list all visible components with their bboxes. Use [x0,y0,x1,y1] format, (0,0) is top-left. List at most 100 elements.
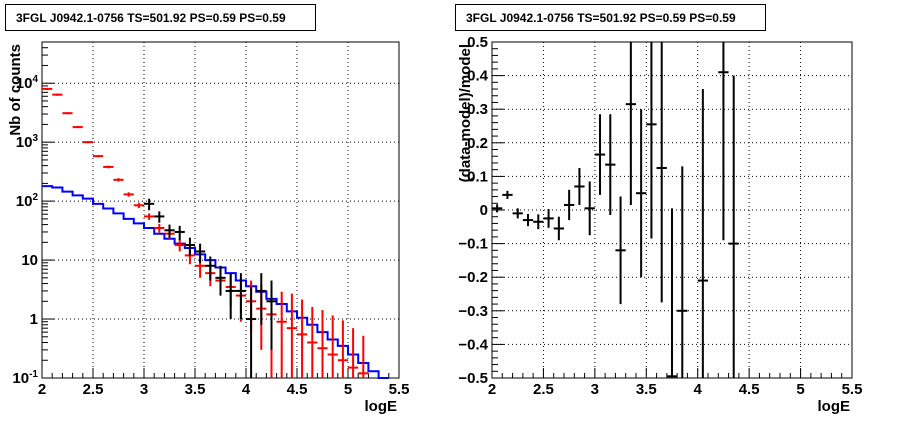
model-point [62,112,73,115]
model-point [42,87,53,91]
data-point [225,273,236,320]
model-point [52,93,63,96]
residual-point [625,42,636,205]
y-tick-label: −0.4 [458,336,488,353]
model-point [133,202,144,209]
x-tick-label: 4.5 [287,381,308,398]
y-axis-label: (data-model)/model [457,44,474,182]
residual-point [492,204,503,213]
y-tick-label: −0.5 [458,370,488,387]
x-tick-label: 2.5 [83,381,104,398]
residual-point [574,168,585,205]
model-point [276,291,287,378]
residual-point [697,89,708,378]
model-histogram [42,185,389,379]
model-point [337,320,348,378]
residual-point [543,208,554,228]
y-tick-label: 102 [16,192,39,210]
y-tick-label: 0.1 [467,168,488,185]
residual-point [615,196,626,305]
left-chart-title: 3FGL J0942.1-0756 TS=501.92 PS=0.59 PS=0… [5,4,316,31]
data-point [195,243,206,263]
plot-frame [41,41,400,379]
residual-point [728,75,739,378]
x-tick-label: 4.5 [739,381,760,398]
y-tick-label: −0.2 [458,269,488,286]
model-point [103,165,114,169]
model-point [358,335,369,378]
y-tick-label: 0.3 [467,101,488,118]
y-tick-label: −0.1 [458,236,488,253]
data-point [266,280,277,350]
x-tick-label: 3 [591,381,599,398]
residual-point [584,181,595,236]
y-tick-label: 103 [16,133,39,151]
model-point [123,192,134,197]
model-point [154,223,165,233]
data-point [205,256,216,281]
right-chart: 2 2.5 3 3.5 4 4.5 5 5.5 −0.5 −0.4 −0.3 −0.2 −0.1 0 0.1… [457,34,862,415]
residual-point [502,190,513,199]
residual-point [594,114,606,195]
model-point [327,315,338,378]
data-point [184,237,195,256]
data-point [154,211,165,223]
model-point [93,155,104,158]
data-point [164,224,175,238]
residual-point [553,216,564,241]
y-tick-label: 10-1 [12,369,38,387]
model-point [174,239,185,252]
data-point [246,286,257,378]
residual-point [677,166,688,378]
x-axis-label: logE [818,398,851,415]
model-point [317,310,328,378]
residual-point [533,214,544,230]
y-tick-label: 1 [30,311,38,328]
data-point [215,265,226,296]
data-point [235,273,246,320]
left-chart: 2 2.5 3 3.5 4 4.5 5 5.5 10-1 1 10 102 103 104 logE Nb o… [7,41,410,415]
x-tick-label: 3.5 [185,381,206,398]
x-tick-label: 2 [488,381,496,398]
model-point [348,328,359,378]
x-tick-label: 4 [694,381,703,398]
model-point [307,307,318,378]
x-tick-label: 5 [344,381,352,398]
y-tick-label: 104 [16,74,39,92]
x-tick-label: 3 [140,381,148,398]
x-tick-label: 4 [242,381,251,398]
x-tick-label: 2 [38,381,46,398]
y-tick-label: 0 [480,202,488,219]
y-tick-label: 0.4 [467,68,489,85]
x-tick-label: 5.5 [389,381,410,398]
model-point [286,293,297,378]
model-point [144,213,155,220]
data-point [144,198,155,211]
residual-point [718,42,729,241]
residual-point [522,214,534,227]
x-tick-label: 2.5 [533,381,554,398]
model-point [297,299,308,378]
residual-point [605,114,616,216]
right-chart-title: 3FGL J0942.1-0756 TS=501.92 PS=0.59 PS=0… [455,4,766,31]
residual-point [646,42,657,239]
residual-point [564,189,575,221]
model-point [82,141,93,144]
y-tick-label: 0.5 [467,34,488,51]
residual-point [666,208,678,378]
residual-point [512,208,523,219]
y-axis-label: Nb of counts [7,44,24,136]
model-point [72,126,83,129]
residual-point [636,109,647,278]
y-tick-label: −0.3 [458,303,488,320]
y-tick-label: 0.2 [467,135,488,152]
model-point [113,178,124,182]
data-point [174,225,185,240]
data-point [256,273,267,325]
x-tick-label: 3.5 [636,381,657,398]
residual-point [656,42,667,303]
x-tick-label: 5 [796,381,804,398]
x-tick-label: 5.5 [842,381,863,398]
x-axis-label: logE [365,398,398,415]
